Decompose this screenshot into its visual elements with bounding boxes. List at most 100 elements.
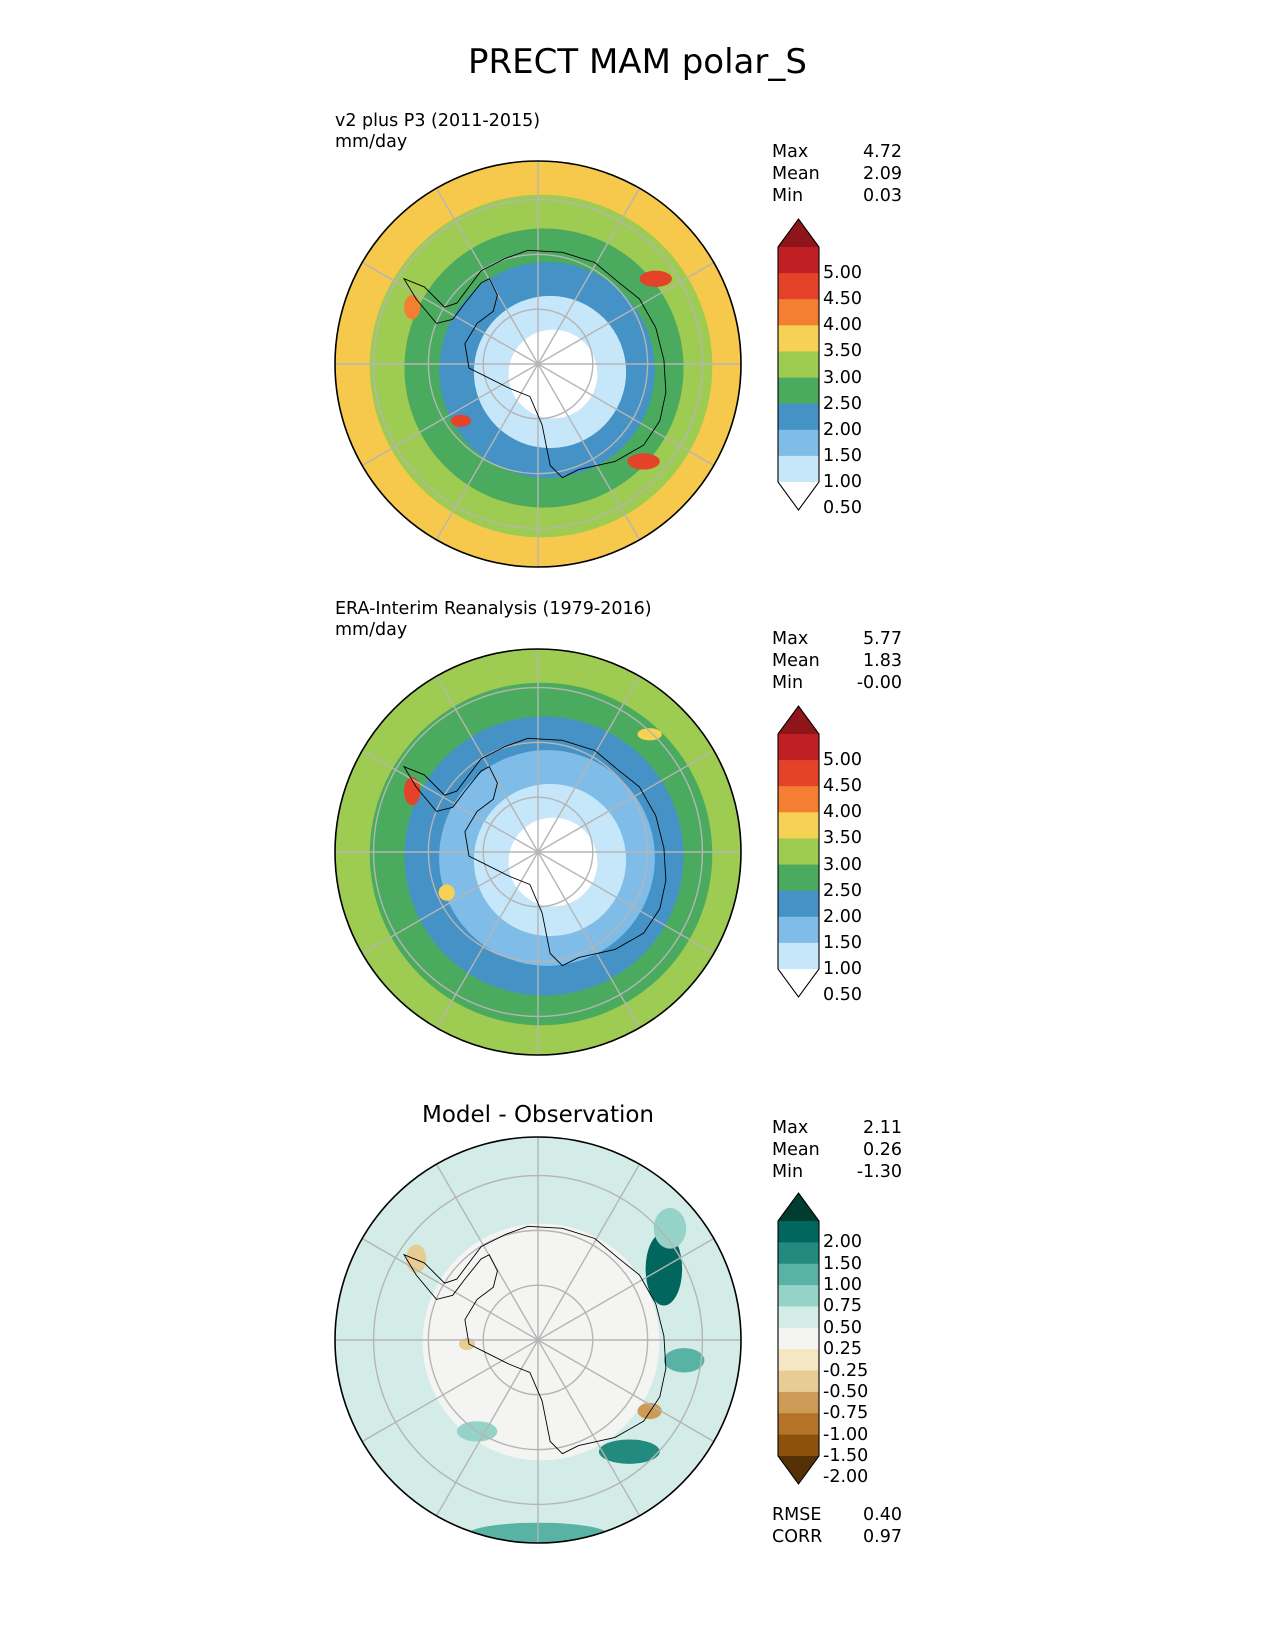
colorbar-extend-max [778, 1193, 819, 1221]
stat-value: 4.72 [863, 142, 902, 162]
colorbar-segment [778, 1434, 819, 1457]
stat-label: Min [772, 186, 804, 206]
colorbar-segment [778, 1413, 819, 1436]
colorbar-segment [778, 247, 819, 274]
meridian-line [537, 675, 641, 853]
colorbar-segment [778, 377, 819, 405]
anomaly-region [406, 1244, 427, 1274]
precip-maximum [639, 270, 672, 287]
colorbar-outline [777, 1192, 820, 1485]
stat-min: Min -1.30 [772, 1161, 902, 1183]
colorbar-tick-label: 4.50 [823, 776, 862, 797]
anomaly-region [637, 1402, 662, 1420]
colorbar-tick-label: -0.50 [823, 1381, 869, 1402]
stats-block: Max 4.72 Mean 2.09 Min 0.03 [772, 141, 902, 207]
meridian-line [537, 363, 641, 541]
colorbar-tick-label: 1.50 [823, 445, 862, 466]
colorbar-tick-label: -0.25 [823, 1360, 869, 1381]
colorbar-tick-label: 2.00 [823, 1232, 862, 1253]
colorbar-segment [778, 916, 819, 944]
antarctica-coastline [402, 249, 667, 479]
precip-maximum [438, 884, 455, 901]
colorbar-segment [778, 864, 819, 892]
colorbar-tick-label: 1.00 [823, 959, 862, 979]
colorbar-segment [778, 890, 819, 918]
panel-title: Model - Observation [421, 1102, 655, 1128]
colorbar-tick-label: 1.00 [823, 472, 862, 492]
stat-label: Mean [772, 164, 820, 184]
colorbar-segment [778, 760, 819, 787]
colorbar-tick-label: 0.50 [823, 985, 862, 1006]
anomaly-region [663, 1348, 705, 1373]
meridian-line [435, 1163, 539, 1341]
stat-min: Min 0.03 [772, 185, 902, 207]
colorbar-tick-label: 2.50 [823, 393, 862, 414]
colorbar-tick-label: 3.00 [823, 367, 862, 388]
meridian-line [361, 261, 539, 365]
anomaly-region [653, 1208, 687, 1249]
colorbar-tick-label: 4.50 [823, 289, 862, 310]
colorbar-tick-label: 0.75 [823, 1296, 862, 1317]
colorbar-tick-label: 3.50 [823, 828, 862, 849]
colorbar-segment [778, 1263, 819, 1286]
polar-map [334, 1136, 742, 1544]
meridian-line [361, 363, 539, 467]
figure-title: PRECT MAM polar_S [468, 42, 807, 82]
colorbar-segment [778, 403, 819, 431]
colorbar-tick-label: -1.50 [823, 1446, 869, 1466]
stat-label: Mean [772, 1140, 820, 1160]
anomaly-region [458, 1337, 476, 1351]
panel-units: mm/day [335, 132, 408, 152]
colorbar-tick-label: 2.00 [823, 419, 862, 440]
colorbar-outline [777, 705, 820, 998]
antarctica-coastline [402, 1225, 667, 1455]
meridian-line [537, 851, 641, 1029]
colorbar-tick-label: -2.00 [823, 1467, 869, 1488]
panel-units: mm/day [335, 620, 408, 640]
meridian-line [435, 675, 539, 853]
precip-maximum [404, 294, 421, 320]
colorbar-segment [778, 429, 819, 457]
stat-max: Max 4.72 [772, 141, 902, 163]
colorbar-extend-max [778, 706, 819, 734]
stat-max: Max 2.11 [772, 1117, 902, 1139]
colorbar [777, 218, 820, 511]
meridian-line [537, 1339, 715, 1443]
colorbar-tick-label: 0.25 [823, 1339, 862, 1360]
metric-label: CORR [772, 1527, 823, 1547]
colorbar-segment [778, 351, 819, 379]
colorbar-segment [778, 942, 819, 970]
anomaly-region [645, 1232, 683, 1306]
metrics-block: RMSE 0.40 CORR 0.97 [772, 1504, 902, 1548]
colorbar-extend-min [778, 969, 819, 997]
metric-rmse: RMSE 0.40 [772, 1504, 902, 1526]
colorbar-segment [778, 786, 819, 813]
meridian-line [537, 851, 715, 955]
colorbar-segment [778, 1327, 819, 1350]
colorbar-tick-label: 1.00 [823, 1275, 862, 1296]
colorbar [777, 1192, 820, 1485]
stat-label: Mean [772, 651, 820, 671]
colorbar-tick-label: -0.75 [823, 1403, 869, 1424]
stat-mean: Mean 0.26 [772, 1139, 902, 1161]
colorbar-segment [778, 1285, 819, 1307]
stat-value: 0.26 [863, 1140, 902, 1160]
colorbar-tick-label: 5.00 [823, 750, 862, 771]
stat-label: Max [772, 142, 809, 162]
meridian-line [537, 1163, 641, 1341]
colorbar-tick-label: 3.00 [823, 854, 862, 875]
precip-maximum [404, 776, 421, 806]
stat-label: Max [772, 629, 809, 649]
meridian-line [537, 749, 715, 853]
colorbar-tick-label: 1.50 [823, 932, 862, 953]
meridian-line [435, 187, 539, 365]
colorbar-tick-label: 0.50 [823, 498, 862, 519]
antarctica-coastline [402, 737, 667, 967]
polar-map [334, 160, 742, 568]
metric-corr: CORR 0.97 [772, 1526, 902, 1548]
colorbar-segment [778, 838, 819, 866]
colorbar-segment [778, 325, 819, 352]
map-border [334, 160, 742, 568]
colorbar-segment [778, 812, 819, 839]
stat-value: 2.11 [863, 1118, 902, 1138]
